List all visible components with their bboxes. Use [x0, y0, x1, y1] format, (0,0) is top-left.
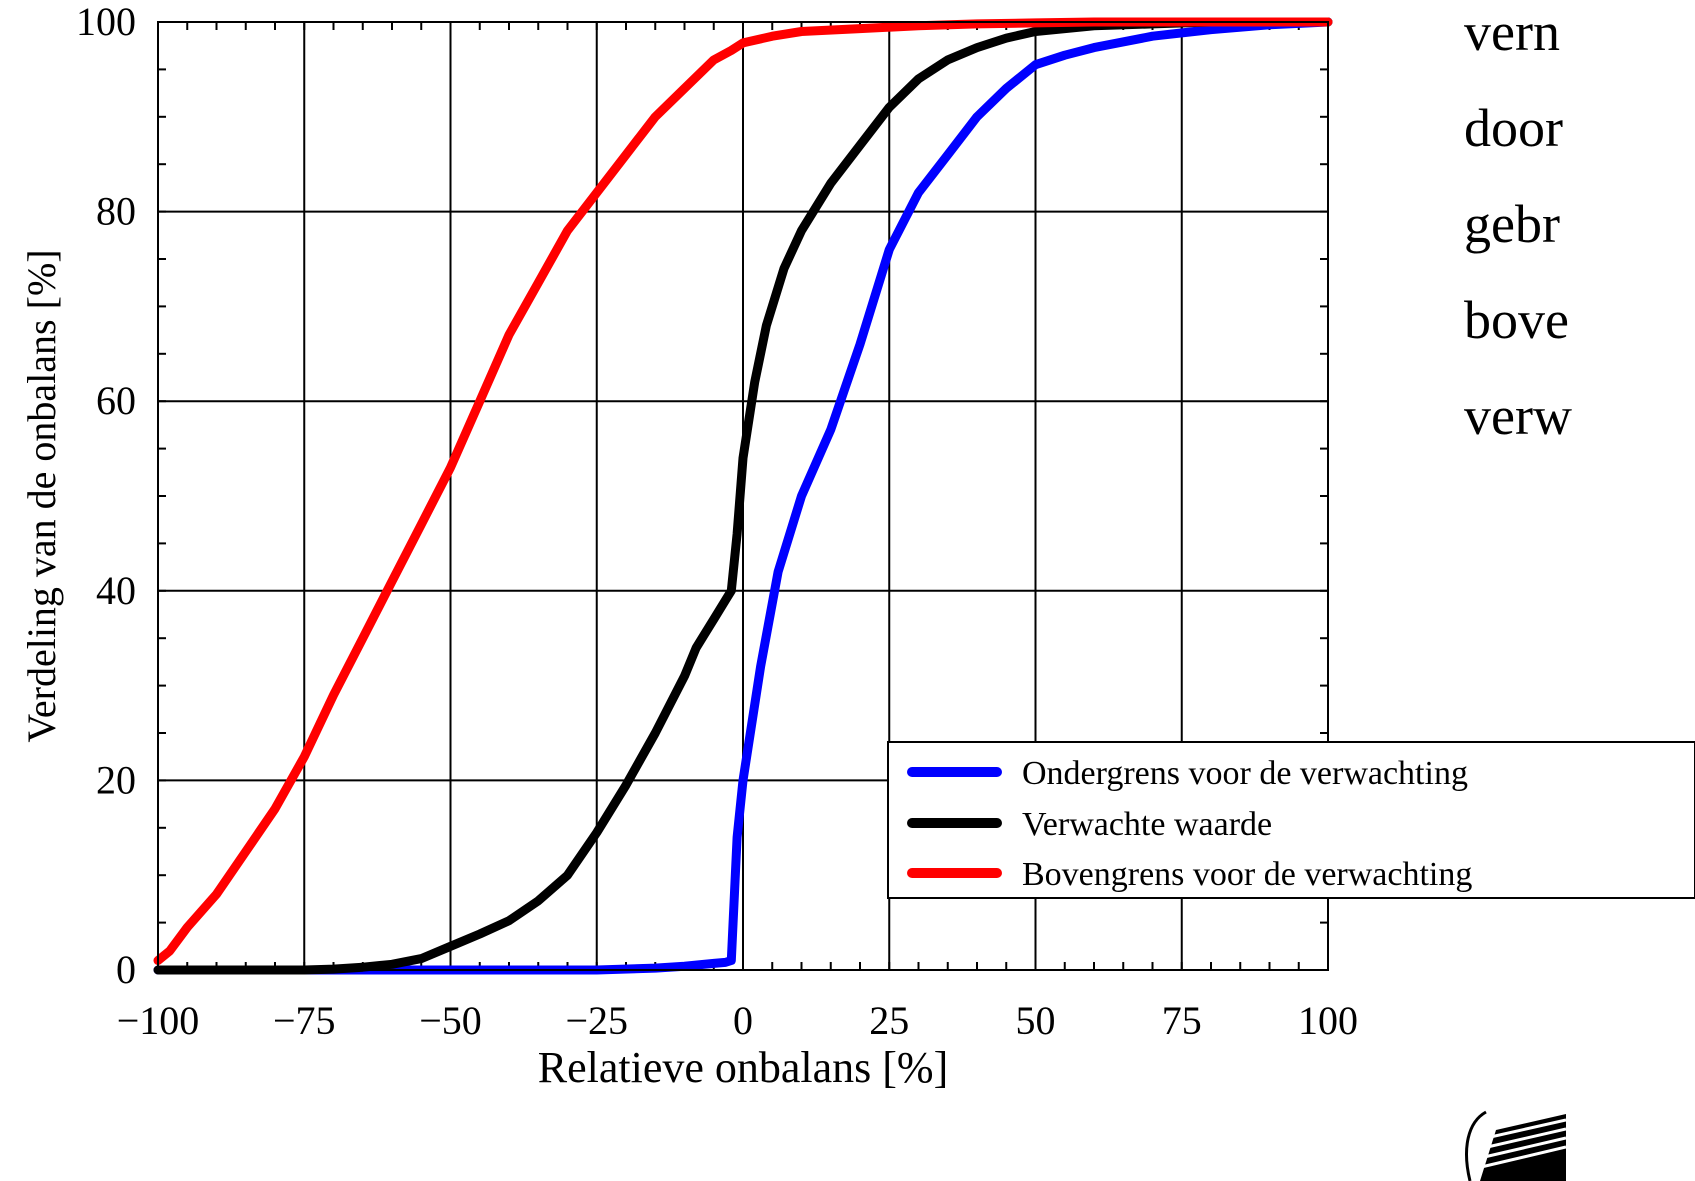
x-tick-label: −25 — [565, 998, 628, 1043]
legend-box — [887, 741, 1695, 899]
series-line-3 — [153, 17, 1333, 965]
series-line-2 — [153, 17, 1333, 975]
x-axis-label: Relatieve onbalans [%] — [538, 1043, 949, 1092]
y-tick-label: 40 — [96, 568, 136, 613]
x-tick-label: −50 — [419, 998, 482, 1043]
x-tick-label: 25 — [869, 998, 909, 1043]
x-tick-label: −75 — [273, 998, 336, 1043]
y-tick-label: 100 — [76, 0, 136, 44]
side-text-line-1: vern — [1464, 2, 1560, 62]
logo-mark-icon — [1465, 1110, 1566, 1181]
y-tick-label: 0 — [116, 947, 136, 992]
series-line-1 — [153, 17, 1333, 975]
side-text-line-4: bove — [1464, 290, 1569, 350]
y-axis-label: Verdeling van de onbalans [%] — [19, 249, 64, 742]
side-text-line-5: verw — [1464, 386, 1572, 446]
legend: Ondergrens voor de verwachting Verwachte … — [887, 741, 1695, 899]
side-text-line-3: gebr — [1464, 194, 1560, 254]
x-tick-label: 100 — [1298, 998, 1358, 1043]
grid-layer — [158, 22, 1328, 970]
x-tick-label: −100 — [117, 998, 200, 1043]
plot-frame — [157, 21, 1329, 971]
legend-label-3: Bovengrens voor de verwachting — [1022, 856, 1472, 893]
x-tick-label: 50 — [1016, 998, 1056, 1043]
side-text-line-2: door — [1464, 98, 1563, 158]
y-tick-label: 20 — [96, 757, 136, 802]
x-tick-label: 0 — [733, 998, 753, 1043]
x-tick-label: 75 — [1162, 998, 1202, 1043]
legend-label-1: Ondergrens voor de verwachting — [1022, 755, 1468, 792]
y-tick-label: 60 — [96, 378, 136, 423]
legend-label-2: Verwachte waarde — [1022, 806, 1272, 843]
tick-label-layer: −100 −75 −50 −25 0 25 50 75 100 0 20 40 60 80 100 — [76, 0, 1358, 1043]
series-layer — [153, 17, 1333, 975]
y-tick-label: 80 — [96, 189, 136, 234]
